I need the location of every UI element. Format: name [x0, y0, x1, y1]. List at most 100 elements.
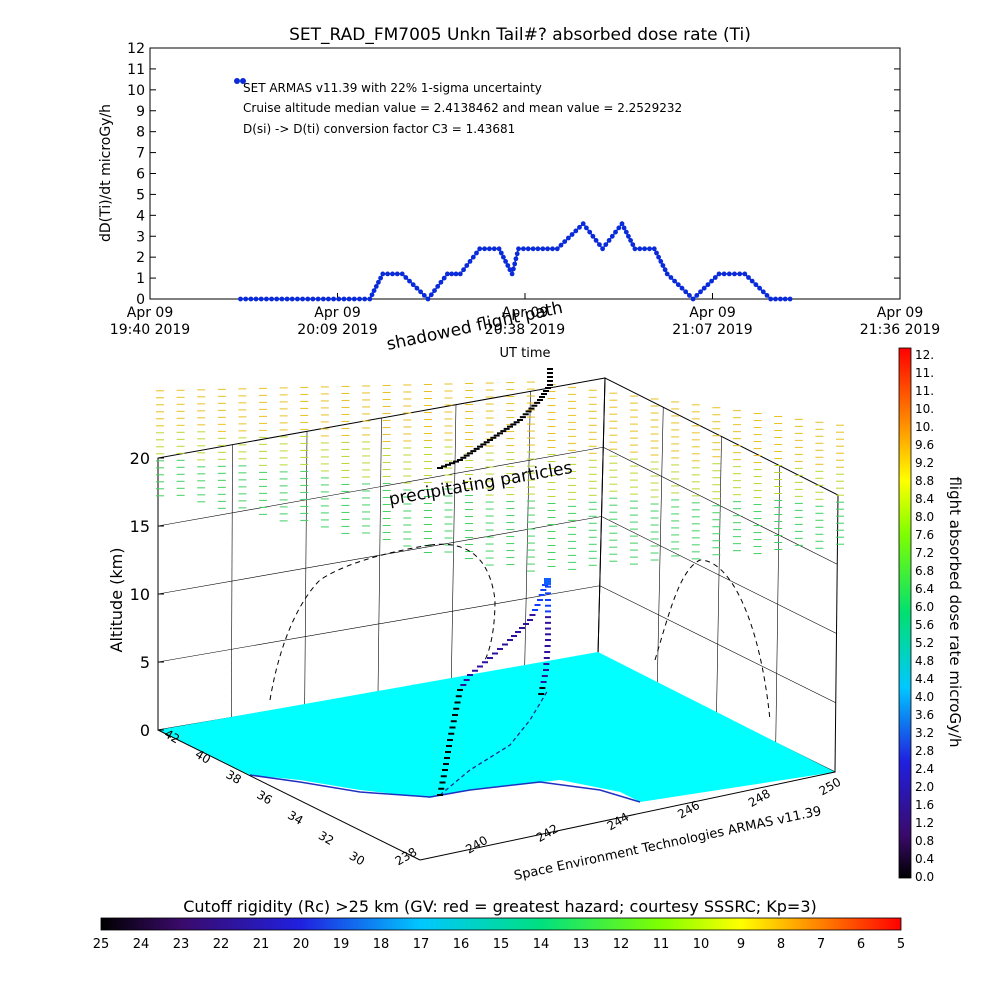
grid-line — [656, 407, 664, 685]
z-tick-label: 5 — [140, 653, 150, 672]
latitude-tick-label: 34 — [285, 808, 305, 828]
rigidity-tick-label: 6 — [857, 937, 865, 952]
dose-tick-label: 9.6 — [915, 438, 934, 452]
y-tick-label: 6 — [136, 167, 145, 183]
track-point — [544, 578, 551, 585]
dose-rate-point — [511, 266, 516, 272]
dose-rate-point — [566, 235, 571, 241]
dose-rate-point — [505, 263, 511, 268]
dose-rate-point — [694, 293, 700, 298]
latitude-tick-label: 32 — [316, 828, 336, 848]
dose-rate-point — [616, 225, 622, 231]
top-annotation-2: Cruise altitude median value = 2.4138462… — [243, 101, 682, 115]
dose-rate-point — [787, 296, 793, 302]
dose-rate-point — [753, 282, 759, 288]
rigidity-tick-label: 18 — [373, 937, 390, 952]
chart-title: SET_RAD_FM7005 Unkn Tail#? absorbed dose… — [289, 25, 751, 45]
dose-rate-point — [651, 246, 657, 252]
legend-marker — [240, 78, 246, 84]
dose-rate-point — [679, 285, 685, 291]
dose-rate-point — [637, 246, 643, 252]
dose-rate-point — [628, 238, 633, 243]
x-tick-time: 20:38 2019 — [485, 322, 565, 338]
dose-rate-point — [428, 292, 434, 298]
dose-rate-point — [300, 296, 305, 302]
dose-rate-point — [690, 296, 696, 302]
shadowed-flight-path — [437, 368, 553, 469]
dose-rate-point — [310, 296, 316, 302]
grid-line — [775, 465, 781, 743]
rigidity-tick-label: 22 — [213, 937, 230, 952]
dose-rate-point — [742, 271, 748, 277]
dose-rate-point — [647, 246, 652, 252]
dose-rate-point — [732, 271, 737, 277]
rigidity-tick-label: 15 — [493, 937, 510, 952]
flight-track — [437, 578, 551, 796]
dose-rate-point — [369, 292, 375, 298]
dose-tick-label: 8.4 — [915, 492, 934, 506]
dose-rate-point — [513, 256, 519, 262]
altitude-axis-label: Altitude (km) — [107, 548, 126, 653]
dose-rate-point — [782, 296, 788, 302]
longitude-tick-label: 250 — [817, 775, 844, 799]
dose-tick-label: 2.8 — [915, 744, 934, 758]
dose-rate-point — [403, 275, 409, 280]
dose-rate-point — [721, 271, 727, 277]
dose-tick-label: 7.6 — [915, 528, 934, 542]
dose-rate-point — [373, 284, 379, 289]
dose-rate-series — [238, 221, 793, 302]
dose-rate-point — [449, 271, 455, 277]
dose-rate-point — [545, 246, 550, 252]
longitude-tick-label: 246 — [675, 798, 702, 822]
rigidity-tick-label: 21 — [253, 937, 270, 952]
dose-rate-point — [274, 296, 280, 302]
y-tick-label: 11 — [127, 62, 145, 78]
dose-rate-point — [746, 275, 751, 280]
dose-rate-point — [709, 278, 714, 284]
rigidity-tick-label: 23 — [173, 937, 190, 952]
dose-rate-point — [491, 246, 497, 252]
rigidity-colorbar-title: Cutoff rigidity (Rc) >25 km (GV: red = g… — [183, 897, 817, 916]
y-tick-label: 1 — [136, 271, 145, 287]
top-y-axis-label: dD(Ti)/dt microGy/h — [98, 104, 114, 242]
dose-rate-point — [712, 275, 718, 280]
x-tick-date: Apr 09 — [502, 305, 548, 321]
dose-rate-point — [380, 271, 386, 277]
dose-rate-point — [357, 296, 362, 302]
dose-rate-point — [603, 242, 609, 248]
dose-rate-point — [248, 296, 254, 302]
dose-rate-point — [496, 246, 502, 252]
dose-rate-point — [509, 271, 515, 277]
top-annotation-1: SET ARMAS v11.39 with 22% 1-sigma uncert… — [243, 81, 542, 95]
dose-rate-point — [654, 250, 659, 256]
x-tick-date: Apr 09 — [689, 305, 735, 321]
dose-tick-label: 10. — [915, 402, 934, 416]
dose-rate-point — [760, 289, 766, 295]
rigidity-tick-label: 12 — [613, 937, 630, 952]
latitude-axis: 42 40 38 36 34 32 30 — [162, 727, 367, 869]
dose-tick-label: 11. — [915, 366, 934, 380]
dose-rate-point — [238, 296, 243, 302]
dose-rate-point — [687, 293, 692, 298]
longitude-tick-label: 242 — [534, 821, 561, 845]
dose-rate-point — [764, 293, 770, 298]
dose-tick-label: 5.2 — [915, 636, 934, 650]
dose-tick-label: 2.0 — [915, 780, 934, 794]
dose-rate-point — [660, 263, 666, 268]
coastline — [249, 774, 641, 803]
dose-rate-point — [418, 289, 423, 295]
dose-colorbar-label: flight absorbed dose rate microGy/h — [946, 476, 964, 747]
dose-rate-point — [253, 296, 259, 302]
dose-rate-point — [243, 296, 249, 302]
dose-rate-point — [623, 229, 629, 235]
dose-tick-label: 0.8 — [915, 834, 934, 848]
dose-rate-point — [264, 296, 269, 302]
latitude-tick-label: 40 — [193, 747, 213, 767]
dose-rate-point — [554, 246, 560, 252]
rigidity-tick-label: 7 — [817, 937, 825, 952]
grid-line — [231, 444, 233, 718]
x-tick-date: Apr 09 — [877, 305, 923, 321]
y-tick-label: 3 — [136, 229, 145, 245]
z-tick-label: 15 — [130, 517, 150, 536]
